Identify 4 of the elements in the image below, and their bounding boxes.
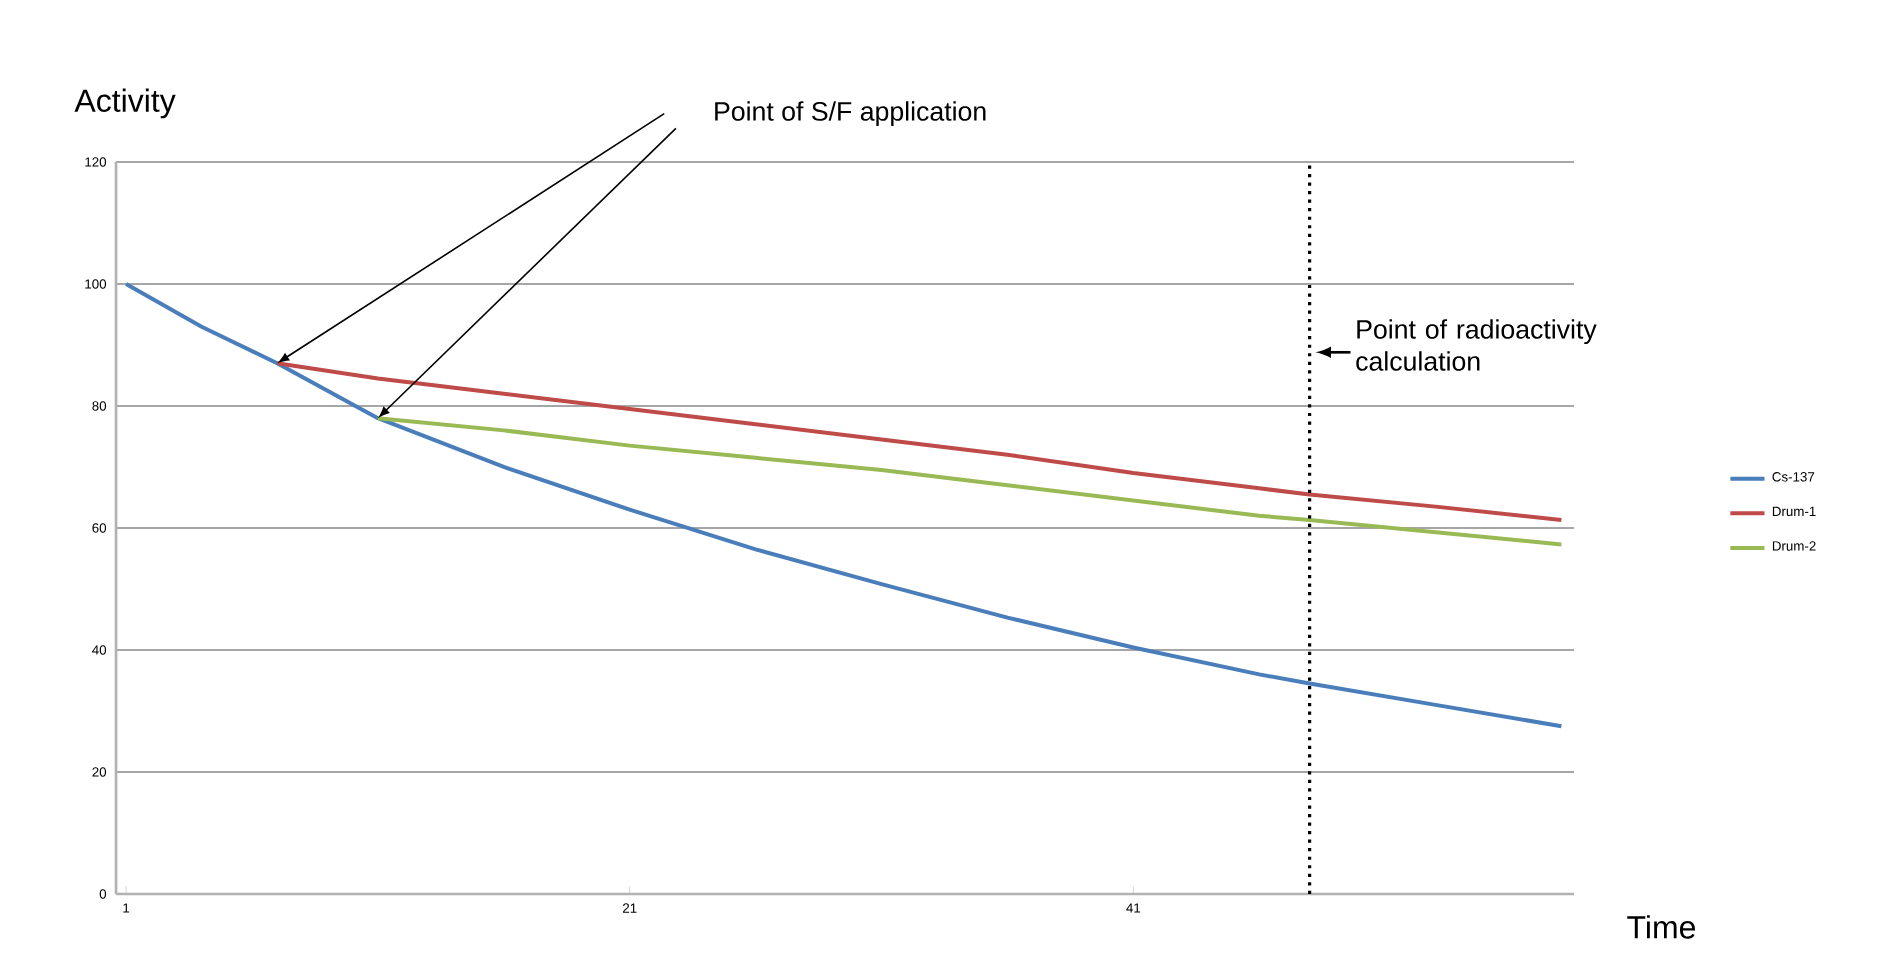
- y-axis-title: Activity: [74, 88, 176, 119]
- ref-line-label: Point of radioactivity calculation: [1356, 319, 1597, 371]
- x-axis-title: Time: [1627, 915, 1695, 939]
- text: Point of S/F application: [715, 101, 986, 127]
